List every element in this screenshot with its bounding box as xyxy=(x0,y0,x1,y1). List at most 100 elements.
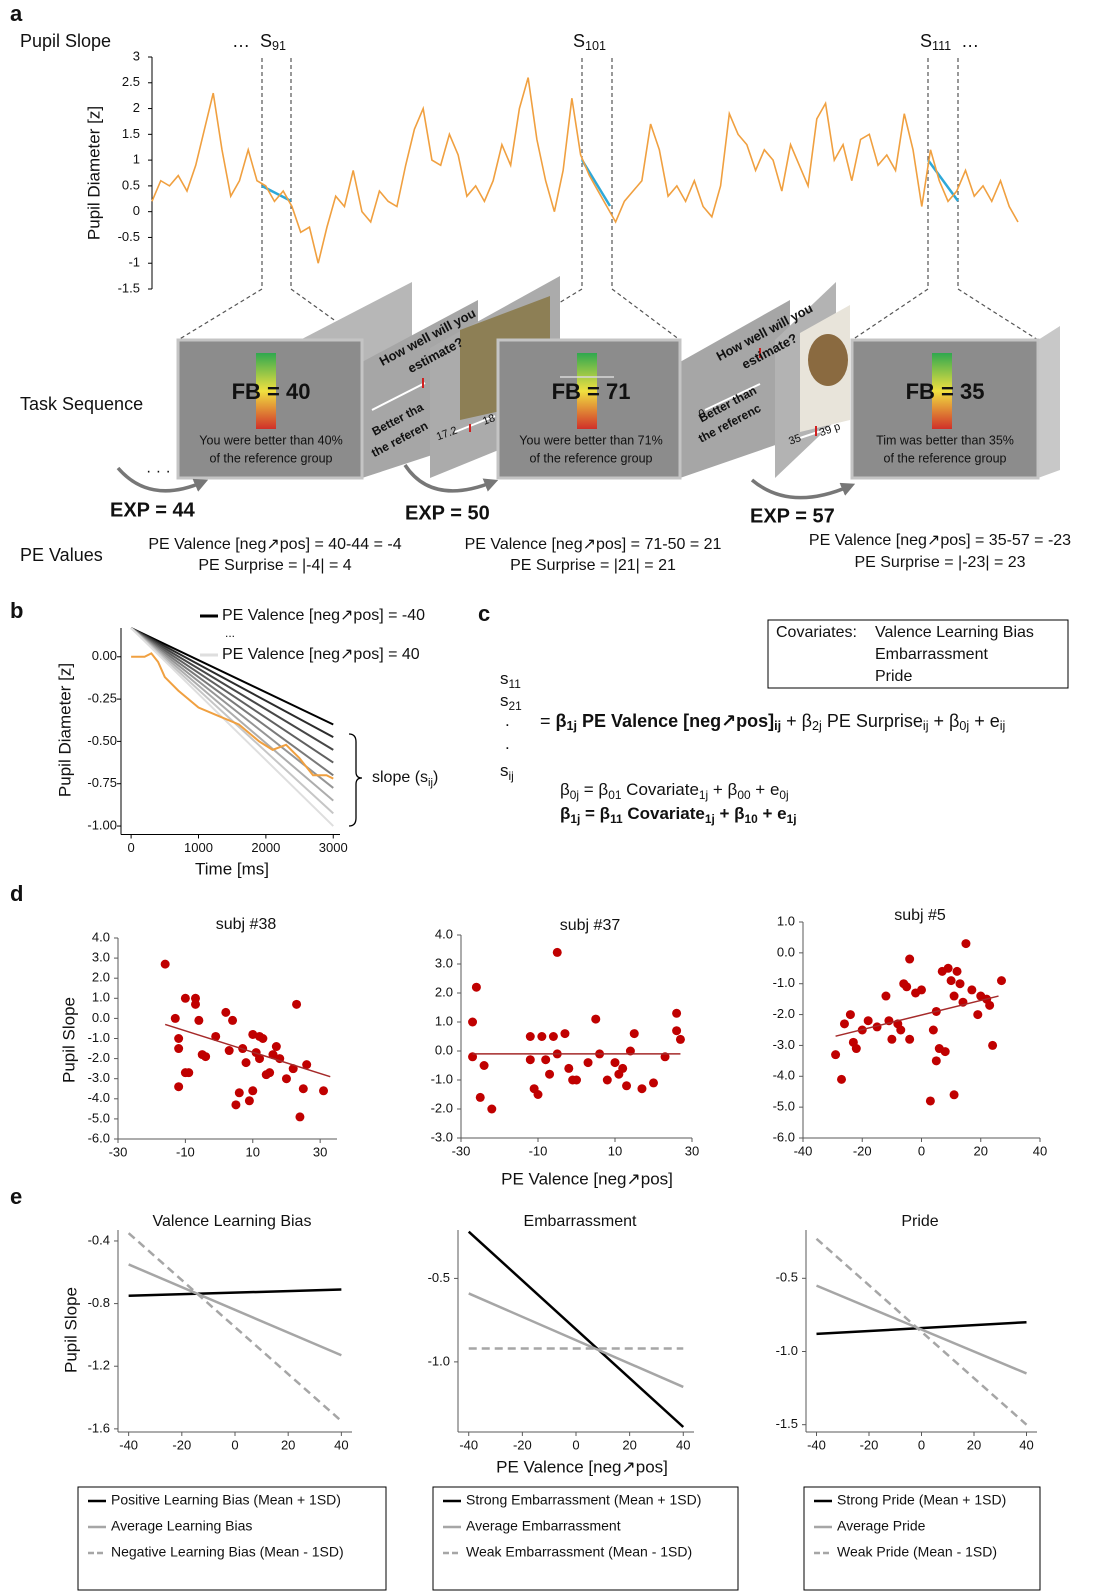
scatter-point xyxy=(591,1014,601,1024)
trial-arrows xyxy=(116,464,856,500)
y-tick-label: -2.0 xyxy=(88,1050,110,1065)
x-axis-title: PE Valence [neg↗pos] xyxy=(501,1169,673,1188)
scatter-point xyxy=(281,1074,291,1084)
x-tick-label: 40 xyxy=(676,1437,690,1452)
scatter-point xyxy=(952,966,962,976)
scatter-point xyxy=(525,1032,535,1041)
y-tick-label: -1.0 xyxy=(776,1343,798,1358)
scatter-point xyxy=(525,1055,535,1065)
y-tick-label: -3.0 xyxy=(88,1070,110,1085)
expectation: EXP = 50 xyxy=(405,502,490,524)
y-axis-title: Pupil Diameter [z] xyxy=(84,106,103,240)
chart-title: subj #38 xyxy=(216,916,277,933)
x-tick-label: -20 xyxy=(853,1143,872,1158)
feedback-score: FB = 71 xyxy=(552,379,631,404)
y-tick-label: -4.0 xyxy=(773,1068,795,1083)
legend-label: Strong Pride (Mean + 1SD) xyxy=(837,1492,1006,1508)
x-tick-label: 2000 xyxy=(251,840,280,855)
scatter-point xyxy=(552,947,562,957)
scatter-point xyxy=(996,976,1006,986)
panel-label: b xyxy=(10,598,23,623)
scatter-point xyxy=(837,1074,847,1084)
text-part: s xyxy=(500,761,509,780)
scatter-point xyxy=(231,1100,241,1110)
y-tick-label: -0.25 xyxy=(87,691,117,706)
y-tick-label: -5.0 xyxy=(773,1099,795,1114)
legend-label: Strong Embarrassment (Mean + 1SD) xyxy=(466,1492,701,1508)
expectation: EXP = 44 xyxy=(110,499,196,521)
x-tick-label: 20 xyxy=(281,1437,295,1452)
x-tick-label: 3000 xyxy=(319,840,348,855)
scatter-point xyxy=(985,1000,995,1010)
scatter-point xyxy=(949,1090,959,1100)
y-tick-label: 4.0 xyxy=(435,926,453,941)
y-tick-label: -1.0 xyxy=(431,1071,453,1086)
x-tick-label: -20 xyxy=(172,1437,191,1452)
series-line xyxy=(128,1288,342,1298)
y-tick-label: 0.00 xyxy=(92,648,117,663)
panel-label: e xyxy=(10,1184,22,1209)
covariates-label: Covariates: xyxy=(776,624,857,641)
scatter-point xyxy=(234,1088,244,1098)
scatter-point xyxy=(258,1034,268,1043)
series-line xyxy=(130,627,334,777)
chart-title: subj #37 xyxy=(560,917,621,934)
y-tick-label: 2.5 xyxy=(122,74,140,89)
scatter-point xyxy=(881,991,891,1001)
scatter-point xyxy=(602,1075,612,1085)
scatter-point xyxy=(839,1019,849,1029)
scatter-point xyxy=(548,1032,558,1041)
scatter-point xyxy=(468,1017,478,1027)
scatter-point xyxy=(302,1060,312,1070)
y-tick-label: 0 xyxy=(133,203,140,218)
x-tick-label: 0 xyxy=(918,1437,925,1452)
scatter-point xyxy=(541,1055,551,1065)
scatter-point xyxy=(190,999,200,1009)
pe-valence: PE Valence [neg↗pos] = 35-57 = -23 xyxy=(809,532,1071,549)
x-tick-label: 0 xyxy=(918,1143,925,1158)
panel-label: a xyxy=(10,1,23,26)
scatter-point xyxy=(174,1082,184,1092)
x-tick-label: -40 xyxy=(794,1143,813,1158)
row-label: PE Values xyxy=(20,545,103,565)
text-part: β xyxy=(560,804,570,823)
scatter-point xyxy=(928,1025,938,1035)
x-tick-label: 40 xyxy=(334,1437,348,1452)
x-tick-label: 30 xyxy=(313,1144,327,1159)
scatter-point xyxy=(940,1047,950,1057)
text-part: β xyxy=(556,711,567,731)
legend-label: Average Pride xyxy=(837,1518,926,1534)
scatter-point xyxy=(943,963,953,973)
scatter-point xyxy=(896,1025,906,1035)
x-tick-label: -20 xyxy=(860,1437,879,1452)
feedback-text: of the reference group xyxy=(530,451,653,465)
scatter-point xyxy=(201,1052,211,1062)
scatter-point xyxy=(618,1063,628,1073)
text-part: ij xyxy=(509,769,514,783)
x-axis-title: PE Valence [neg↗pos] xyxy=(496,1457,668,1476)
text-part: PE Surprise xyxy=(822,711,923,731)
task-screens xyxy=(176,276,1060,480)
text-part: s xyxy=(500,691,509,710)
covariate: Valence Learning Bias xyxy=(875,624,1034,641)
text-part: = xyxy=(540,711,556,731)
y-tick-label: -3.0 xyxy=(773,1037,795,1052)
scatter-point xyxy=(949,991,959,1001)
text-part: PE Valence [neg↗pos] xyxy=(577,711,774,731)
x-tick-label: 30 xyxy=(685,1143,699,1158)
scatter-point xyxy=(184,1068,194,1078)
y-tick-label: 2.0 xyxy=(92,970,110,985)
scatter-point xyxy=(649,1078,658,1088)
y-tick-label: -2.0 xyxy=(773,1006,795,1021)
y-tick-label: -1.5 xyxy=(776,1416,798,1431)
scatter-point xyxy=(672,1026,682,1036)
text-part: 01 xyxy=(608,788,622,802)
row-label: Task Sequence xyxy=(20,394,143,414)
text-part: … S xyxy=(232,31,272,51)
equation-level2: β0j = β01 Covariate1j + β00 + e0j xyxy=(560,780,789,802)
slope-windows xyxy=(177,58,1039,341)
chart-title: Valence Learning Bias xyxy=(153,1213,312,1230)
feedback-text: You were better than 71% xyxy=(519,433,662,447)
feedback-score: FB = 40 xyxy=(232,379,311,404)
y-tick-label: -0.8 xyxy=(88,1295,110,1310)
